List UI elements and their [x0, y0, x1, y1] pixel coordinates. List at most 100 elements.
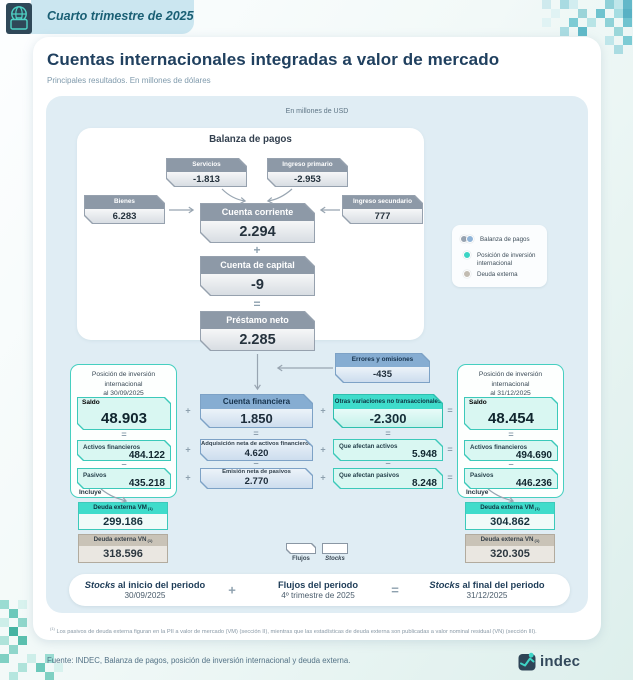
activos-value: 494.690	[515, 449, 552, 460]
pii-dot-icon	[463, 251, 471, 259]
deuda-vm-label: Deuda externa VM (1)	[79, 503, 167, 514]
prestamo-neto-value: 2.285	[201, 329, 314, 350]
saldo-label: Saldo	[469, 398, 487, 406]
incluye-label: Incluye	[466, 489, 489, 496]
minus-operator: −	[253, 458, 259, 469]
activos-financieros-inicio-box: Activos financieros 484.122	[77, 440, 171, 461]
deuda-vm-value: 304.862	[466, 514, 554, 529]
emision-neta-value: 2.770	[244, 476, 269, 488]
deuda-externa-vm-inicio-box: Deuda externa VM (1) 299.186	[78, 502, 168, 530]
pasivos-label: Pasivos	[83, 471, 107, 479]
cuenta-corriente-value: 2.294	[201, 221, 314, 242]
pixel-mosaic-top-right	[542, 0, 551, 9]
pasivos-value: 446.236	[515, 477, 552, 488]
plus-operator: +	[320, 444, 326, 455]
pii-inicio-title: Posición de inversión internacional al 3…	[91, 371, 156, 398]
minus-operator: −	[385, 458, 391, 469]
saldo-final-box: Saldo 48.454	[464, 397, 558, 430]
adquisicion-neta-value: 4.620	[244, 447, 269, 459]
cuenta-capital-box: Cuenta de capital -9	[200, 256, 315, 296]
balanza-de-pagos-title: Balanza de pagos	[209, 134, 292, 145]
activos-financieros-final-box: Activos financieros 494.690	[464, 440, 558, 461]
equals-operator: =	[508, 429, 514, 440]
ingreso-primario-box: Ingreso primario -2.953	[267, 158, 348, 187]
minus-operator: −	[508, 459, 514, 470]
indec-logo-icon	[518, 652, 536, 671]
plus-operator: +	[253, 243, 261, 257]
page-title: Cuentas internacionales integradas a val…	[47, 50, 500, 69]
pii-final-panel: Posición de inversión internacional al 3…	[457, 364, 564, 498]
bienes-value: 6.283	[85, 209, 164, 223]
balanza-dots-icon	[460, 235, 474, 244]
adquisicion-neta-label: Adquisición neta de activos financieros	[201, 440, 312, 447]
prestamo-neto-label: Préstamo neto	[201, 312, 314, 329]
activos-value: 484.122	[128, 449, 165, 460]
pii-inicio-panel: Posición de inversión internacional al 3…	[70, 364, 177, 498]
deuda-externa-vm-final-box: Deuda externa VM (1) 304.862	[465, 502, 555, 530]
units-label: En millones de USD	[285, 108, 349, 115]
deuda-vm-label: Deuda externa VM (1)	[466, 503, 554, 514]
errores-omisiones-value: -435	[336, 367, 429, 382]
ingreso-primario-value: -2.953	[268, 172, 347, 186]
footnote: (1) Los pasivos de deuda externa figuran…	[50, 626, 537, 635]
deuda-vn-value: 318.596	[79, 546, 167, 562]
errores-omisiones-label: Errores y omisiones	[336, 354, 429, 367]
period-label: Cuarto trimestre de 2025	[47, 9, 194, 23]
legend-item-pii: Posición de inversión internacional	[460, 251, 545, 268]
equals-operator: =	[391, 582, 399, 598]
legend-item-deuda: Deuda externa	[460, 270, 518, 279]
afectan-activos-box: Que afectan activos 5.948	[333, 439, 443, 461]
indec-logo-text: indec	[540, 653, 581, 670]
saldo-inicio-box: Saldo 48.903	[77, 397, 171, 430]
cuenta-corriente-label: Cuenta corriente	[201, 204, 314, 221]
stocks-inicio-date: 30/09/2025	[124, 591, 166, 600]
page-subtitle: Principales resultados. En millones de d…	[47, 76, 211, 85]
source-line: Fuente: INDEC, Balanza de pagos, posició…	[47, 656, 351, 665]
errores-omisiones-box: Errores y omisiones -435	[335, 353, 430, 383]
cuenta-corriente-box: Cuenta corriente 2.294	[200, 203, 315, 243]
plus-operator: +	[320, 472, 326, 483]
deuda-externa-vn-final-box: Deuda externa VN (1) 320.305	[465, 534, 555, 563]
cuenta-capital-value: -9	[201, 274, 314, 295]
plus-operator: +	[320, 405, 326, 416]
equals-operator: =	[253, 428, 259, 439]
afectan-pasivos-label: Que afectan pasivos	[339, 471, 400, 479]
ingreso-secundario-box: Ingreso secundario 777	[342, 195, 423, 224]
otras-variaciones-value: -2.300	[334, 409, 442, 427]
legend-pii-label: Posición de inversión internacional	[477, 252, 536, 268]
adquisicion-neta-box: Adquisición neta de activos financieros …	[200, 439, 313, 461]
deuda-dot-icon	[463, 270, 471, 278]
bienes-box: Bienes 6.283	[84, 195, 165, 224]
pii-final-title: Posición de inversión internacional al 3…	[478, 371, 543, 398]
period-band	[31, 0, 194, 34]
plus-operator: +	[185, 472, 191, 483]
cuenta-financiera-box: Cuenta financiera 1.850	[200, 394, 313, 428]
deuda-externa-vn-inicio-box: Deuda externa VN (1) 318.596	[78, 534, 168, 563]
saldo-value: 48.454	[465, 408, 557, 429]
afectan-pasivos-box: Que afectan pasivos 8.248	[333, 468, 443, 489]
deuda-vn-label: Deuda externa VN (1)	[79, 535, 167, 546]
legend-box: Balanza de pagos Posición de inversión i…	[452, 225, 547, 287]
activos-label: Activos financieros	[83, 443, 141, 451]
app-logo	[6, 3, 32, 34]
deuda-vn-value: 320.305	[466, 546, 554, 562]
equals-operator: =	[385, 428, 391, 439]
globe-briefcase-icon	[10, 6, 28, 30]
emision-neta-label: Emisión neta de pasivos	[222, 469, 291, 476]
indec-logo: indec	[518, 652, 580, 671]
plus-operator: +	[228, 582, 236, 598]
cuenta-financiera-value: 1.850	[201, 409, 312, 427]
mini-legend-stocks-label: Stocks	[325, 556, 345, 562]
stocks-shape-icon	[322, 543, 348, 554]
flujos-date: 4º trimestre de 2025	[281, 591, 355, 600]
stocks-final-segment: Stocks al final del periodo 31/12/2025	[429, 580, 545, 600]
equals-operator: =	[447, 472, 453, 483]
legend-balanza-label: Balanza de pagos	[480, 236, 530, 243]
stocks-final-date: 31/12/2025	[466, 591, 508, 600]
pasivos-value: 435.218	[128, 477, 165, 488]
incluye-label: Incluye	[79, 489, 102, 496]
pixel-mosaic-bottom-left	[0, 600, 9, 609]
plus-operator: +	[185, 405, 191, 416]
afectan-activos-label: Que afectan activos	[339, 442, 398, 450]
